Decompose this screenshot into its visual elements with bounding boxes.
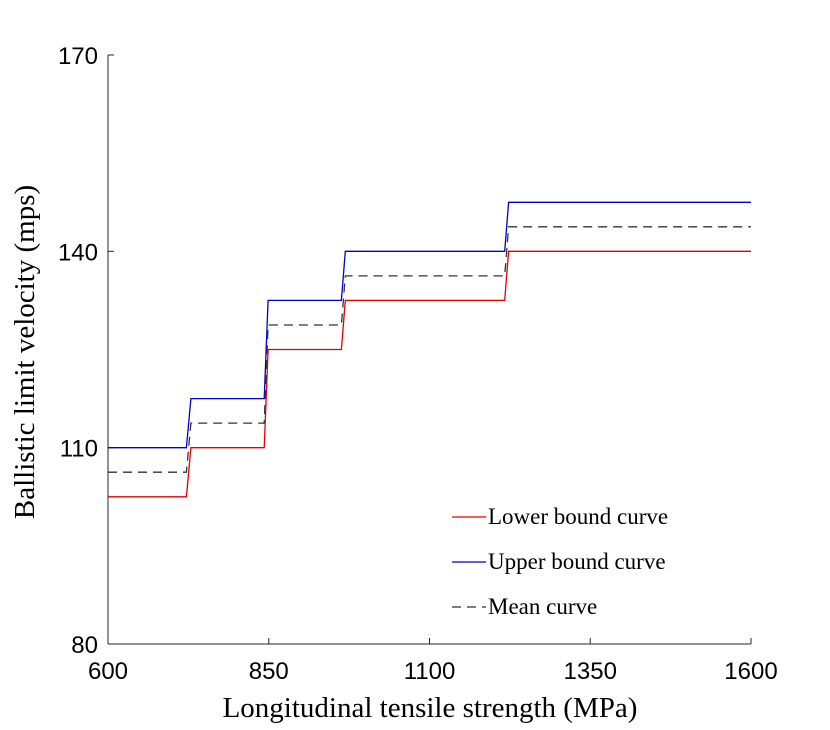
x-tick-label: 1600 (724, 658, 777, 685)
x-ticks: 600 850 1100 1350 1600 (88, 638, 778, 685)
plot-lines (108, 201, 751, 498)
series-line-mean-curve (108, 226, 751, 473)
series-line-upper-bound-curve (108, 201, 751, 449)
y-axis-title: Ballistic limit velocity (mps) (9, 185, 41, 519)
x-tick-label: 600 (88, 658, 128, 685)
x-tick-label: 850 (249, 658, 289, 685)
y-ticks: 80 110 140 170 (58, 43, 114, 659)
y-tick-label: 170 (58, 43, 98, 70)
x-tick-label: 1100 (404, 658, 456, 685)
x-tick-label: 1350 (564, 658, 617, 685)
legend-label-upper-bound: Upper bound curve (488, 549, 666, 574)
y-tick-label: 140 (58, 239, 98, 266)
legend-label-lower-bound: Lower bound curve (488, 504, 668, 529)
series-line-lower-bound-curve (108, 250, 751, 498)
legend-label-mean: Mean curve (488, 594, 597, 619)
y-tick-label: 110 (60, 436, 98, 463)
x-axis-title: Longitudinal tensile strength (MPa) (223, 692, 638, 724)
y-tick-label: 80 (71, 632, 98, 659)
legend: Lower bound curve Upper bound curve Mean… (452, 504, 668, 619)
